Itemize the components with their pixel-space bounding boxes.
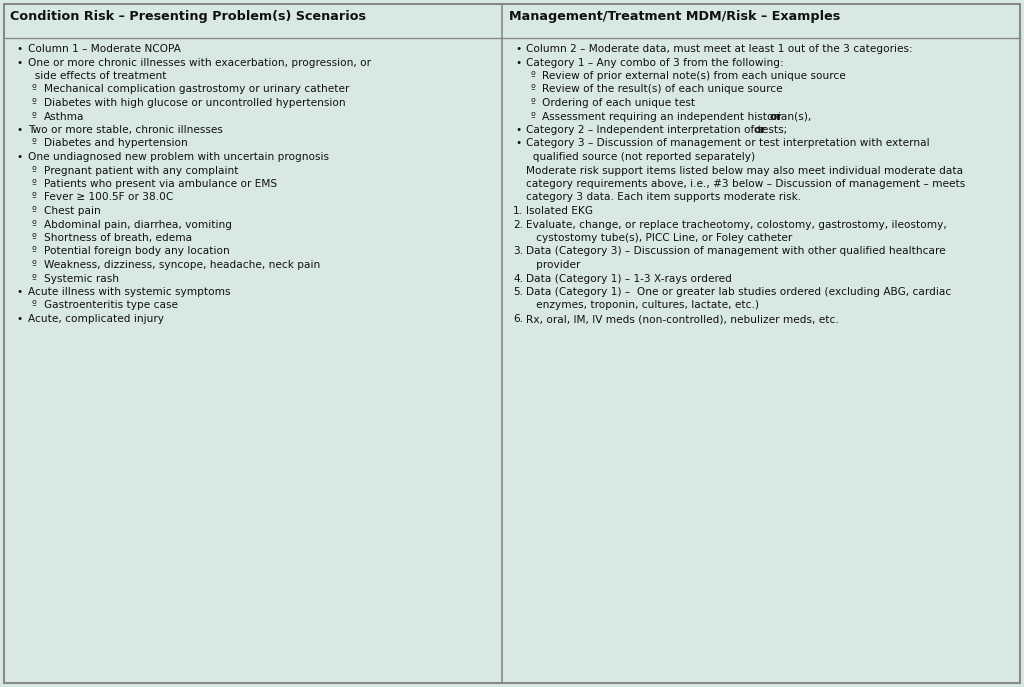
Text: Data (Category 3) – Discussion of management with other qualified healthcare: Data (Category 3) – Discussion of manage… xyxy=(526,247,945,256)
Text: º: º xyxy=(32,273,37,284)
Text: Data (Category 1) – 1-3 X-rays ordered: Data (Category 1) – 1-3 X-rays ordered xyxy=(526,273,732,284)
Text: 4.: 4. xyxy=(513,273,523,284)
Text: Management/Treatment MDM/Risk – Examples: Management/Treatment MDM/Risk – Examples xyxy=(509,10,841,23)
Text: Potential foreign body any location: Potential foreign body any location xyxy=(44,247,229,256)
Text: •: • xyxy=(515,44,521,54)
Text: provider: provider xyxy=(526,260,581,270)
Text: Abdominal pain, diarrhea, vomiting: Abdominal pain, diarrhea, vomiting xyxy=(44,220,232,229)
Text: One or more chronic illnesses with exacerbation, progression, or: One or more chronic illnesses with exace… xyxy=(28,58,371,67)
Text: •: • xyxy=(16,152,23,162)
Text: Gastroenteritis type case: Gastroenteritis type case xyxy=(44,300,178,311)
Text: º: º xyxy=(32,98,37,108)
Text: •: • xyxy=(16,58,23,67)
Text: Systemic rash: Systemic rash xyxy=(44,273,119,284)
Text: º: º xyxy=(531,111,536,122)
Text: Review of prior external note(s) from each unique source: Review of prior external note(s) from ea… xyxy=(542,71,846,81)
Text: cystostomy tube(s), PICC Line, or Foley catheter: cystostomy tube(s), PICC Line, or Foley … xyxy=(526,233,793,243)
Text: •: • xyxy=(515,139,521,148)
Text: º: º xyxy=(32,233,37,243)
Text: 3.: 3. xyxy=(513,247,523,256)
Text: º: º xyxy=(531,85,536,95)
Text: Diabetes with high glucose or uncontrolled hypertension: Diabetes with high glucose or uncontroll… xyxy=(44,98,346,108)
Text: 2.: 2. xyxy=(513,220,523,229)
Text: º: º xyxy=(32,220,37,229)
Text: º: º xyxy=(531,98,536,108)
Text: •: • xyxy=(16,125,23,135)
Text: 6.: 6. xyxy=(513,314,523,324)
Text: Review of the result(s) of each unique source: Review of the result(s) of each unique s… xyxy=(542,85,782,95)
Text: º: º xyxy=(32,111,37,122)
Text: º: º xyxy=(32,206,37,216)
Text: Column 2 – Moderate data, must meet at least 1 out of the 3 categories:: Column 2 – Moderate data, must meet at l… xyxy=(526,44,912,54)
Text: Data (Category 1) –  One or greater lab studies ordered (excluding ABG, cardiac: Data (Category 1) – One or greater lab s… xyxy=(526,287,951,297)
Text: Rx, oral, IM, IV meds (non-controlled), nebulizer meds, etc.: Rx, oral, IM, IV meds (non-controlled), … xyxy=(526,314,839,324)
Text: •: • xyxy=(16,314,23,324)
Text: Evaluate, change, or replace tracheotomy, colostomy, gastrostomy, ileostomy,: Evaluate, change, or replace tracheotomy… xyxy=(526,220,947,229)
Text: Category 2 – Independent interpretation of tests;: Category 2 – Independent interpretation … xyxy=(526,125,791,135)
Text: side effects of treatment: side effects of treatment xyxy=(28,71,167,81)
Text: º: º xyxy=(531,71,536,81)
Text: Acute, complicated injury: Acute, complicated injury xyxy=(28,314,164,324)
Text: Moderate risk support items listed below may also meet individual moderate data: Moderate risk support items listed below… xyxy=(526,166,964,175)
Text: Assessment requiring an independent historian(s),: Assessment requiring an independent hist… xyxy=(542,111,814,122)
Text: º: º xyxy=(32,247,37,256)
Text: •: • xyxy=(515,125,521,135)
Text: Shortness of breath, edema: Shortness of breath, edema xyxy=(44,233,193,243)
Text: Fever ≥ 100.5F or 38.0C: Fever ≥ 100.5F or 38.0C xyxy=(44,192,173,203)
Text: or: or xyxy=(754,125,767,135)
Text: 1.: 1. xyxy=(513,206,523,216)
Text: Pregnant patient with any complaint: Pregnant patient with any complaint xyxy=(44,166,239,175)
Text: •: • xyxy=(515,58,521,67)
Text: º: º xyxy=(32,166,37,175)
Text: Acute illness with systemic symptoms: Acute illness with systemic symptoms xyxy=(28,287,230,297)
Text: •: • xyxy=(16,44,23,54)
Text: Column 1 – Moderate NCOPA: Column 1 – Moderate NCOPA xyxy=(28,44,181,54)
Text: category requirements above, i.e., #3 below – Discussion of management – meets: category requirements above, i.e., #3 be… xyxy=(526,179,966,189)
Text: or: or xyxy=(770,111,782,122)
Text: Two or more stable, chronic illnesses: Two or more stable, chronic illnesses xyxy=(28,125,223,135)
Text: º: º xyxy=(32,179,37,189)
Text: º: º xyxy=(32,139,37,148)
Text: Weakness, dizziness, syncope, headache, neck pain: Weakness, dizziness, syncope, headache, … xyxy=(44,260,321,270)
Text: Ordering of each unique test: Ordering of each unique test xyxy=(542,98,695,108)
Text: º: º xyxy=(32,300,37,311)
Text: Chest pain: Chest pain xyxy=(44,206,100,216)
Text: º: º xyxy=(32,260,37,270)
Text: Patients who present via ambulance or EMS: Patients who present via ambulance or EM… xyxy=(44,179,278,189)
Text: One undiagnosed new problem with uncertain prognosis: One undiagnosed new problem with uncerta… xyxy=(28,152,329,162)
Text: Category 3 – Discussion of management or test interpretation with external: Category 3 – Discussion of management or… xyxy=(526,139,930,148)
Text: 5.: 5. xyxy=(513,287,523,297)
Text: Diabetes and hypertension: Diabetes and hypertension xyxy=(44,139,187,148)
Text: category 3 data. Each item supports moderate risk.: category 3 data. Each item supports mode… xyxy=(526,192,801,203)
Text: º: º xyxy=(32,192,37,203)
Text: •: • xyxy=(16,287,23,297)
Text: Category 1 – Any combo of 3 from the following:: Category 1 – Any combo of 3 from the fol… xyxy=(526,58,783,67)
Text: Mechanical complication gastrostomy or urinary catheter: Mechanical complication gastrostomy or u… xyxy=(44,85,349,95)
Text: º: º xyxy=(32,85,37,95)
Text: qualified source (not reported separately): qualified source (not reported separatel… xyxy=(526,152,755,162)
Text: Asthma: Asthma xyxy=(44,111,85,122)
Text: enzymes, troponin, cultures, lactate, etc.): enzymes, troponin, cultures, lactate, et… xyxy=(526,300,759,311)
Text: Isolated EKG: Isolated EKG xyxy=(526,206,593,216)
Text: Condition Risk – Presenting Problem(s) Scenarios: Condition Risk – Presenting Problem(s) S… xyxy=(10,10,366,23)
